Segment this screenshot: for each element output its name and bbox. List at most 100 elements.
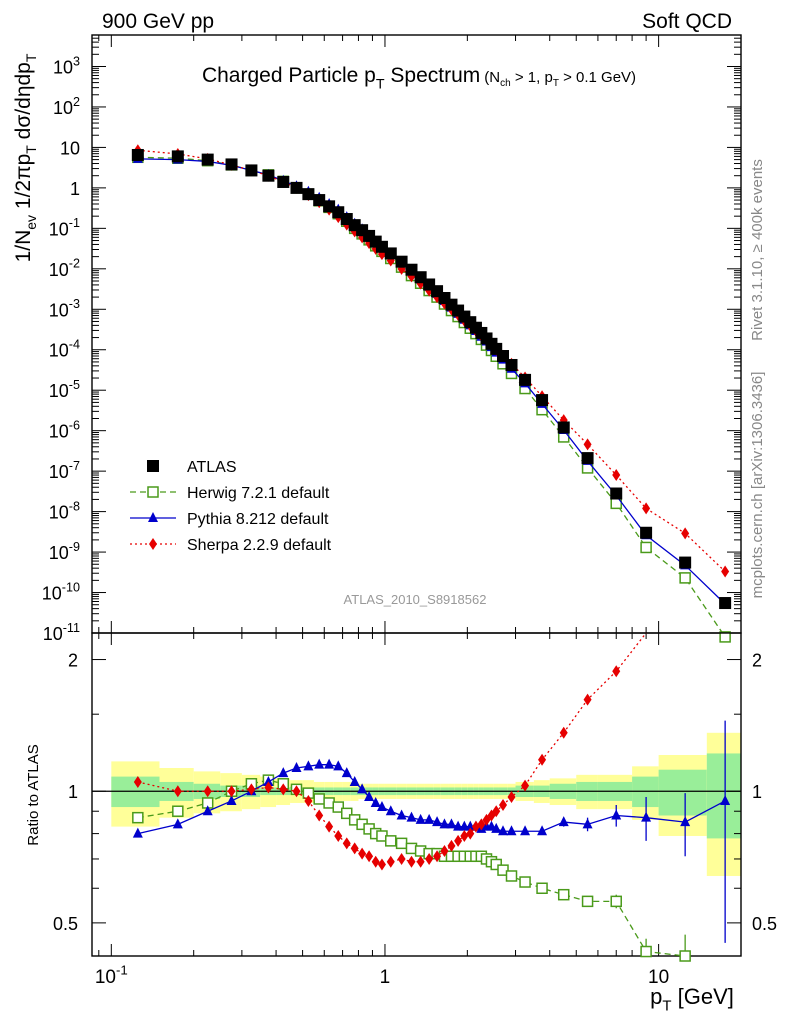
ratio-data-point [610, 895, 622, 908]
ratio-data-point [424, 813, 435, 824]
ratio-data-point [292, 785, 301, 798]
y-tick-label: 10-1 [49, 216, 80, 239]
series-line [137, 156, 726, 638]
data-point [290, 181, 303, 194]
ratio-data-point [334, 829, 343, 842]
band-stat [658, 769, 707, 816]
ratio-data-point [133, 775, 142, 788]
ratio-data-point [132, 811, 144, 824]
y-axis-label-main: 1/Nev 1/2πpT dσ/dηdpT [12, 53, 39, 262]
ratio-data-point [364, 791, 375, 802]
ratio-data-point [641, 811, 652, 822]
y-tick-label: 10-3 [49, 297, 80, 320]
y-tick-label: 1 [70, 179, 80, 199]
ratio-data-point [477, 818, 486, 831]
x-axis-label: pT [GeV] [650, 984, 734, 1015]
ratio-data-point [263, 775, 274, 786]
y-tick-label: 10-11 [43, 621, 80, 644]
y-tick-label: 10-4 [49, 338, 80, 361]
data-point [302, 188, 315, 201]
ratio-data-point [247, 783, 256, 796]
data-point [610, 487, 623, 500]
ratio-data-point [357, 783, 368, 794]
ratio-data-point [558, 816, 569, 827]
data-point [405, 263, 418, 276]
ratio-data-point [385, 805, 396, 816]
ratio-data-point [446, 818, 457, 829]
ratio-data-point [377, 858, 386, 871]
ratio-data-point [507, 791, 516, 804]
ratio-data-point [499, 798, 508, 811]
ratio-ylabel-text: Ratio to ATLAS [25, 744, 42, 845]
ratio-data-point [202, 805, 213, 816]
legend-label: ATLAS [187, 459, 237, 476]
ratio-data-point [376, 801, 387, 812]
ratio-data-point [537, 825, 548, 836]
data-point [277, 175, 290, 188]
band-stat [632, 776, 659, 808]
ratio-data-point [332, 801, 345, 813]
ratio-data-point [425, 852, 434, 865]
ratio-data-point [172, 818, 183, 829]
ratio-data-point [453, 820, 464, 831]
ratio-data-point [491, 822, 502, 833]
ratio-y-tick-label: 2 [68, 651, 78, 671]
ratio-panel: 10-1 1 10 0.5 0.5 1 1 2 2 [53, 632, 777, 988]
ratio-data-point [386, 855, 395, 868]
y-tick-label: 10 [60, 138, 80, 158]
ratio-data-point [416, 855, 425, 868]
ratio-data-point [397, 852, 406, 865]
ratio-data-point [612, 665, 621, 678]
ratio-data-point [304, 794, 313, 807]
data-point [313, 194, 326, 207]
legend-marker [147, 460, 159, 472]
series-line [137, 149, 726, 573]
data-point [681, 527, 690, 540]
ratio-data-point [720, 794, 731, 805]
legend-label: Pythia 8.212 default [187, 511, 329, 528]
main-title-text: Charged Particle pT Spectrum (Nch > 1, pT… [202, 64, 636, 92]
ratio-data-point [341, 767, 352, 778]
data-point [505, 358, 518, 371]
ratio-data-point [433, 850, 442, 863]
ratio-data-point [536, 882, 548, 894]
header-left: 900 GeV pp [102, 10, 214, 33]
data-point [640, 526, 653, 539]
ratio-data-point [407, 855, 416, 868]
ratio-y-tick-label: 0.5 [53, 914, 78, 934]
ratio-data-point [313, 793, 325, 805]
ratio-data-point [349, 775, 360, 786]
legend-marker [147, 486, 159, 498]
data-point [581, 452, 594, 465]
y-tick-label: 10-5 [49, 378, 80, 401]
y-tick-label: 102 [53, 95, 80, 118]
y-tick-label: 10-7 [49, 459, 80, 482]
ratio-data-point [492, 805, 501, 818]
ratio-y-tick-label: 0.5 [752, 914, 777, 934]
data-point [557, 421, 570, 434]
data-point [679, 556, 692, 569]
ratio-data-point [340, 807, 353, 820]
ratio-data-point [505, 870, 518, 882]
ratio-data-point [303, 760, 314, 771]
data-point [395, 255, 408, 268]
ratio-data-point [440, 844, 449, 857]
ratio-data-point [520, 825, 531, 836]
data-point [721, 565, 730, 578]
y-tick-label: 10-2 [49, 257, 80, 280]
ratio-data-point [557, 888, 570, 901]
ratio-data-point [279, 783, 288, 796]
band-stat [706, 753, 741, 839]
data-point [640, 541, 652, 554]
ratio-data-point [173, 785, 182, 798]
ratio-data-point [315, 809, 324, 822]
ratio-data-point [333, 760, 344, 771]
ratio-frame [91, 632, 742, 957]
ratio-data-point [278, 767, 289, 778]
legend-label: Herwig 7.2.1 default [187, 485, 330, 502]
ratio-data-point [611, 809, 622, 820]
data-point [719, 631, 731, 643]
ratio-data-point [439, 818, 450, 829]
main-title: Charged Particle pT Spectrum (Nch > 1, pT… [202, 64, 636, 92]
y-tick-label: 103 [53, 54, 80, 77]
